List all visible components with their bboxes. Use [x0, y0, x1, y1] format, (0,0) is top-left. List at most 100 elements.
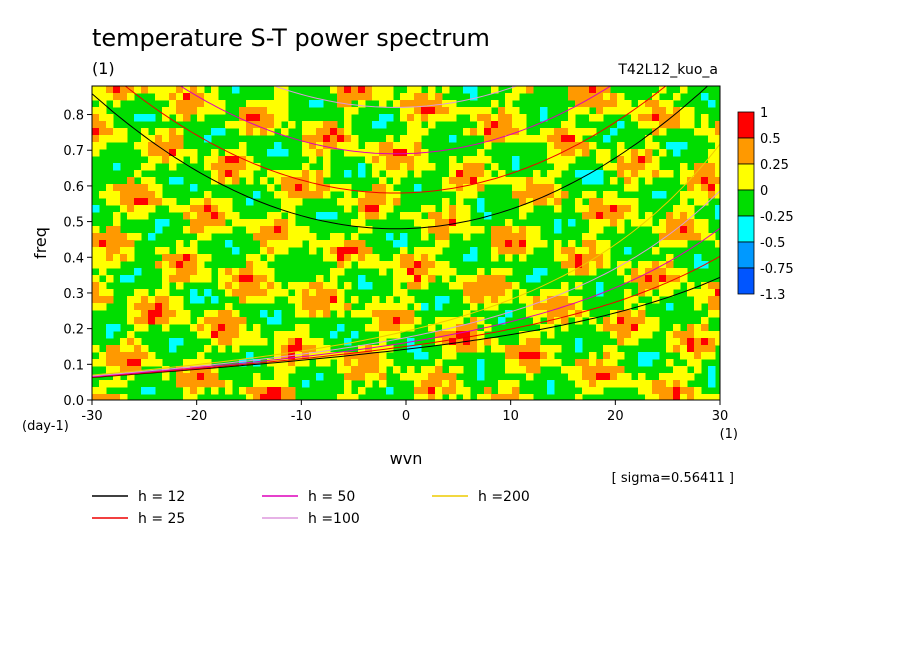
field-cell [288, 226, 296, 234]
field-cell [519, 240, 527, 248]
field-cell [428, 107, 436, 115]
field-cell [211, 310, 219, 318]
field-cell [603, 324, 611, 332]
field-cell [288, 184, 296, 192]
field-cell [596, 324, 604, 332]
field-cell [701, 345, 709, 353]
field-cell [141, 149, 149, 157]
field-cell [582, 240, 590, 248]
field-cell [533, 366, 541, 374]
field-cell [120, 93, 128, 101]
y-tick-label: 0.2 [63, 323, 84, 338]
field-cell [701, 233, 709, 241]
field-cell [260, 296, 268, 304]
field-cell [568, 240, 576, 248]
field-cell [659, 226, 667, 234]
field-cell [575, 373, 583, 381]
field-cell [162, 373, 170, 381]
field-cell [379, 345, 387, 353]
field-cell [456, 177, 464, 185]
field-cell [708, 352, 716, 360]
field-cell [274, 86, 282, 94]
field-cell [92, 240, 100, 248]
field-cell [330, 268, 338, 276]
field-cell [715, 142, 720, 150]
field-cell [253, 233, 261, 241]
field-cell [631, 219, 639, 227]
field-cell [666, 226, 674, 234]
field-cell [540, 345, 548, 353]
field-cell [561, 317, 569, 325]
field-cell [442, 373, 450, 381]
field-cell [442, 233, 450, 241]
field-cell [680, 205, 688, 213]
field-cell [701, 394, 709, 400]
field-cell [134, 310, 142, 318]
field-cell [316, 359, 324, 367]
field-cell [155, 303, 163, 311]
field-cell [358, 86, 366, 94]
field-cell [92, 233, 100, 241]
field-cell [260, 219, 268, 227]
field-cell [666, 289, 674, 297]
field-cell [274, 345, 282, 353]
field-cell [414, 254, 422, 262]
field-cell [127, 191, 135, 199]
field-cell [288, 282, 296, 290]
field-cell [463, 177, 471, 185]
field-cell [624, 331, 632, 339]
field-cell [141, 310, 149, 318]
field-cell [421, 373, 429, 381]
field-cell [687, 121, 695, 129]
field-cell [491, 240, 499, 248]
field-cell [610, 317, 618, 325]
field-cell [589, 268, 597, 276]
field-cell [204, 191, 212, 199]
field-cell [568, 128, 576, 136]
field-cell [218, 163, 226, 171]
field-cell [526, 331, 534, 339]
field-cell [379, 191, 387, 199]
field-cell [337, 100, 345, 108]
field-cell [645, 331, 653, 339]
field-cell [540, 240, 548, 248]
field-cell [176, 317, 184, 325]
field-cell [211, 198, 219, 206]
field-cell [407, 121, 415, 129]
field-cell [309, 142, 317, 150]
field-cell [351, 142, 359, 150]
field-cell [680, 86, 688, 94]
field-cell [505, 268, 513, 276]
field-cell [666, 275, 674, 283]
field-cell [211, 205, 219, 213]
field-cell [687, 191, 695, 199]
field-cell [442, 380, 450, 388]
field-cell [239, 275, 247, 283]
field-cell [337, 352, 345, 360]
field-cell [519, 394, 527, 400]
field-cell [428, 212, 436, 220]
field-cell [323, 128, 331, 136]
field-cell [456, 366, 464, 374]
field-cell [372, 324, 380, 332]
field-cell [218, 219, 226, 227]
field-cell [414, 275, 422, 283]
field-cell [225, 240, 233, 248]
field-cell [197, 219, 205, 227]
field-cell [617, 93, 625, 101]
field-cell [512, 191, 520, 199]
field-cell [589, 219, 597, 227]
field-cell [162, 324, 170, 332]
field-cell [351, 135, 359, 143]
field-cell [526, 198, 534, 206]
field-cell [393, 317, 401, 325]
field-cell [407, 107, 415, 115]
field-cell [715, 184, 720, 192]
field-cell [183, 261, 191, 269]
field-cell [407, 114, 415, 122]
field-cell [386, 233, 394, 241]
field-cell [288, 205, 296, 213]
field-cell [148, 156, 156, 164]
field-cell [134, 345, 142, 353]
field-cell [246, 268, 254, 276]
